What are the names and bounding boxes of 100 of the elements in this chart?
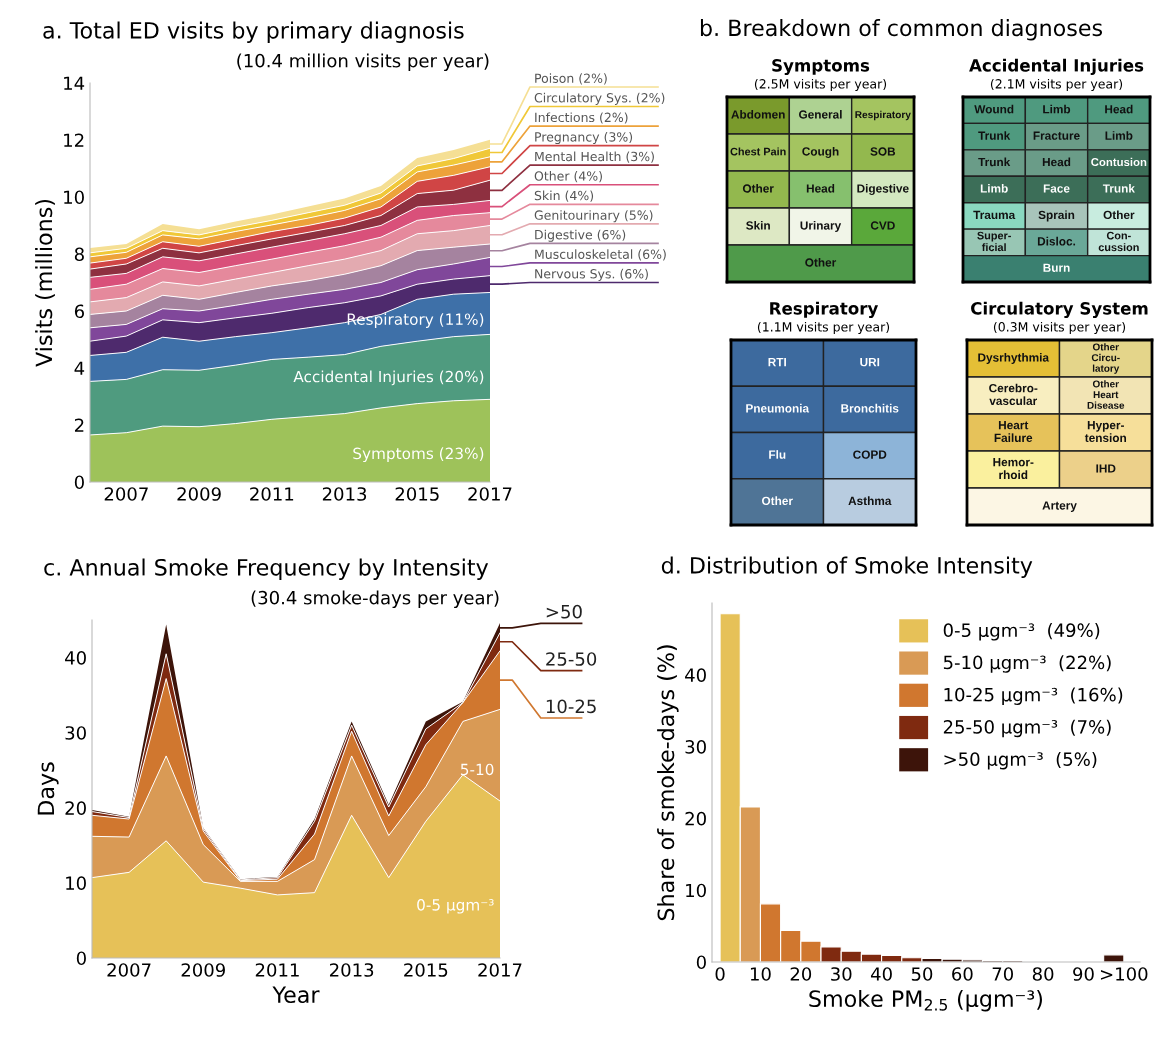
category-label: Trunk bbox=[978, 131, 1011, 140]
category-label: Chest Pain bbox=[730, 147, 786, 156]
category-label: Other bbox=[742, 184, 774, 193]
text: >50 bbox=[546, 604, 582, 619]
text: Skin (4%) bbox=[534, 190, 594, 202]
category-label: Cerebro- vascular bbox=[989, 383, 1038, 406]
x-tick-label: >100 bbox=[1100, 967, 1148, 981]
category-label: Limb bbox=[1105, 131, 1133, 140]
y-tick-label: 0 bbox=[74, 475, 84, 490]
x-tick-label: 80 bbox=[1032, 967, 1054, 981]
x-tick-label: 2013 bbox=[329, 963, 374, 977]
category-label: CVD bbox=[870, 221, 895, 230]
category-label: RTI bbox=[768, 358, 786, 367]
y-tick-label: 10 bbox=[686, 883, 706, 898]
category-label: Trauma bbox=[973, 210, 1016, 220]
series-label: 5-10 bbox=[460, 763, 494, 776]
y-axis-title: Days bbox=[37, 762, 59, 815]
category-label: Artery bbox=[1042, 501, 1077, 512]
category-label: Urinary bbox=[800, 221, 842, 232]
y-tick-label: 14 bbox=[64, 76, 85, 90]
category-label: Bronchitis bbox=[841, 403, 899, 413]
x-tick-label: 2017 bbox=[478, 963, 522, 977]
category-label: Asthma bbox=[848, 496, 892, 506]
x-tick-label: 2015 bbox=[404, 963, 448, 977]
y-tick-label: 30 bbox=[685, 740, 706, 754]
category-label: Respiratory bbox=[855, 110, 911, 121]
text: 10-25 bbox=[546, 699, 596, 714]
text: Poison (2%) bbox=[535, 73, 607, 85]
text: Circulatory Sys. (2%) bbox=[534, 92, 665, 105]
y-tick-label: 20 bbox=[685, 811, 706, 826]
category-label: Limb bbox=[1043, 104, 1071, 114]
text: Respiratory bbox=[770, 301, 879, 318]
category-label: Disloc. bbox=[1037, 236, 1076, 246]
category-label: Digestive bbox=[857, 183, 909, 196]
x-tick-label: 70 bbox=[992, 967, 1014, 981]
category-label: Super- ficial bbox=[977, 231, 1011, 252]
category-label: Contusion bbox=[1091, 157, 1147, 167]
x-tick-label: 2009 bbox=[177, 487, 221, 501]
x-tick-label: 0 bbox=[715, 967, 725, 981]
x-tick-label: 2011 bbox=[255, 963, 299, 977]
category-label: Trunk bbox=[1102, 184, 1135, 193]
category-label: Other bbox=[761, 496, 793, 506]
y-tick-label: 4 bbox=[74, 361, 85, 375]
legend-label: 10-25 μgm⁻³ (16%) bbox=[944, 687, 1123, 705]
category-label: Sprain bbox=[1038, 210, 1075, 222]
category-label: Fracture bbox=[1033, 131, 1080, 140]
category-label: Heart Failure bbox=[994, 421, 1033, 443]
legend-label: >50 μgm⁻³ (5%) bbox=[944, 751, 1097, 770]
category-label: Other Heart Disease bbox=[1087, 380, 1125, 409]
legend-label: 25-50 μgm⁻³ (7%) bbox=[943, 719, 1111, 738]
x-tick-label: 2011 bbox=[250, 487, 294, 501]
text: Digestive (6%) bbox=[535, 229, 626, 242]
category-label: Skin bbox=[746, 221, 770, 230]
category-label: IHD bbox=[1096, 464, 1116, 473]
category-label: Burn bbox=[1043, 263, 1070, 272]
y-tick-label: 0 bbox=[76, 951, 86, 966]
x-tick-label: 2007 bbox=[107, 963, 151, 977]
category-label: Head bbox=[1042, 157, 1071, 167]
category-label: Other bbox=[805, 258, 837, 267]
chart-title: d. Distribution of Smoke Intensity bbox=[661, 556, 1033, 578]
y-axis-title: Visits (millions) bbox=[35, 199, 55, 367]
category-label: Wound bbox=[974, 104, 1014, 114]
category-label: Head bbox=[806, 184, 835, 193]
x-tick-label: 10 bbox=[750, 967, 771, 981]
y-tick-label: 2 bbox=[74, 418, 84, 432]
series-label: Accidental Injuries (20%) bbox=[293, 370, 484, 386]
x-tick-label: 2013 bbox=[322, 487, 367, 501]
y-tick-label: 20 bbox=[65, 801, 86, 815]
text: 25-50 bbox=[546, 652, 597, 666]
text: Other (4%) bbox=[534, 171, 602, 183]
text: (1.1M visits per year) bbox=[757, 321, 890, 334]
y-tick-label: 6 bbox=[74, 304, 84, 319]
category-label: COPD bbox=[853, 450, 887, 459]
text: Circulatory System bbox=[971, 301, 1148, 318]
x-tick-label: 20 bbox=[790, 967, 812, 981]
legend-label: 5-10 μgm⁻³ (22%) bbox=[943, 655, 1111, 673]
series-label: Symptoms (23%) bbox=[353, 447, 484, 463]
text: Genitourinary (5%) bbox=[534, 210, 653, 223]
category-label: Other bbox=[1103, 210, 1135, 220]
category-label: Trunk bbox=[978, 157, 1011, 167]
x-tick-label: 90 bbox=[1073, 967, 1094, 981]
category-label: Hemor- rhoid bbox=[993, 458, 1034, 480]
category-label: Hyper- tension bbox=[1084, 421, 1127, 443]
text: (2.1M visits per year) bbox=[990, 78, 1123, 91]
series-label: 0-5 μgm⁻³ bbox=[417, 899, 494, 914]
category-label: Con- cussion bbox=[1098, 231, 1139, 252]
y-axis-title: Share of smoke-days (%) bbox=[657, 645, 679, 921]
text: Accidental Injuries bbox=[969, 58, 1144, 75]
legend-label: 0-5 μgm⁻³ (49%) bbox=[943, 623, 1100, 641]
x-tick-label: 2009 bbox=[181, 963, 225, 977]
y-tick-label: 10 bbox=[64, 190, 84, 205]
category-label: Pneumonia bbox=[746, 403, 810, 413]
category-label: Flu bbox=[769, 450, 786, 459]
chart-subtitle: (10.4 million visits per year) bbox=[237, 53, 489, 71]
category-label: Other Circu- latory bbox=[1091, 343, 1120, 374]
x-axis-title: Year bbox=[272, 986, 320, 1004]
y-tick-label: 30 bbox=[65, 726, 86, 740]
x-tick-label: 40 bbox=[870, 967, 892, 981]
x-tick-label: 50 bbox=[911, 967, 933, 981]
category-label: SOB bbox=[870, 147, 896, 156]
